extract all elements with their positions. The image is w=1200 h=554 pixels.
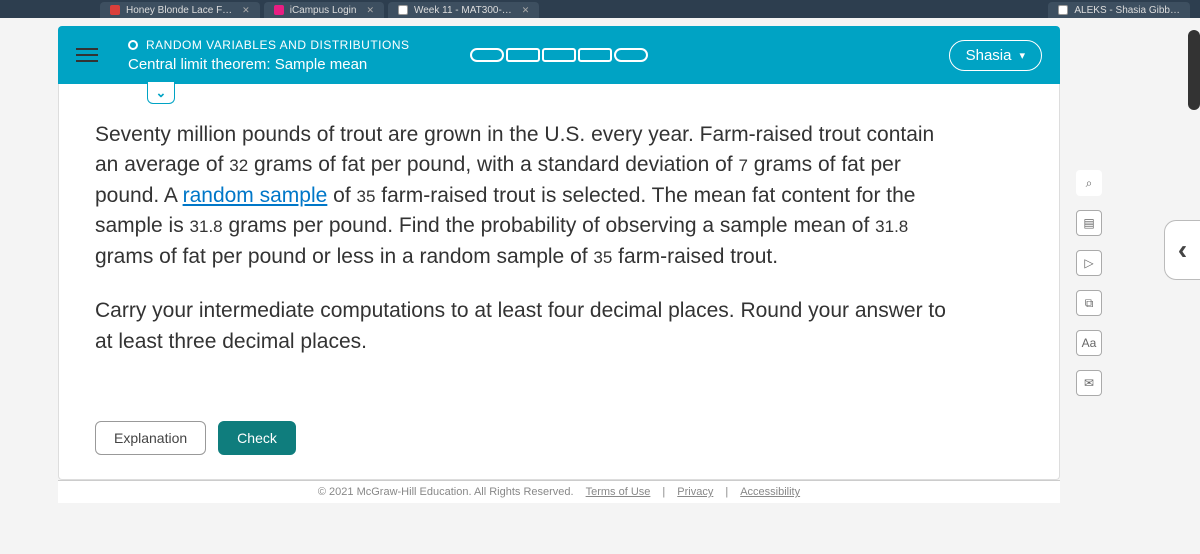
glossary-link[interactable]: random sample [183, 184, 328, 207]
collapse-panel-icon[interactable]: ‹ [1164, 220, 1200, 280]
user-name: Shasia [966, 47, 1012, 64]
value-xbar2: 31.8 [875, 217, 908, 236]
terms-link[interactable]: Terms of Use [586, 486, 651, 498]
menu-icon[interactable] [76, 48, 98, 62]
explanation-button[interactable]: Explanation [95, 421, 206, 455]
value-xbar: 31.8 [190, 217, 223, 236]
circle-icon [128, 40, 138, 50]
browser-tab[interactable]: iCampus Login ✕ [264, 2, 384, 18]
user-menu[interactable]: Shasia ▾ [949, 40, 1042, 71]
value-n: 35 [357, 187, 376, 206]
scrollbar[interactable] [1188, 30, 1200, 110]
tab-label: iCampus Login [290, 5, 357, 16]
copyright: © 2021 McGraw-Hill Education. All Rights… [318, 486, 574, 498]
progress-seg [578, 48, 612, 62]
favicon [274, 5, 284, 15]
play-icon[interactable]: ▷ [1076, 250, 1102, 276]
question-panel: ⌄ Seventy million pounds of trout are gr… [58, 84, 1060, 480]
close-icon[interactable]: ✕ [522, 5, 530, 16]
app-frame: RANDOM VARIABLES AND DISTRIBUTIONS Centr… [58, 26, 1060, 503]
mail-icon[interactable]: ✉ [1076, 370, 1102, 396]
category-row: RANDOM VARIABLES AND DISTRIBUTIONS [128, 38, 410, 52]
text-size-icon[interactable]: Aa [1076, 330, 1102, 356]
topic-title: Central limit theorem: Sample mean [128, 56, 410, 73]
browser-tab[interactable]: Week 11 - MAT300-… ✕ [388, 2, 539, 18]
progress-seg [614, 48, 648, 62]
footer: © 2021 McGraw-Hill Education. All Rights… [58, 480, 1060, 503]
browser-tab-strip: Honey Blonde Lace F… ✕ iCampus Login ✕ W… [0, 0, 1200, 18]
expand-toggle[interactable]: ⌄ [147, 82, 175, 104]
side-toolbar: ⌕ ▤ ▷ ⧉ Aa ✉ [1076, 170, 1102, 396]
tab-label: Week 11 - MAT300-… [414, 5, 512, 16]
browser-tab[interactable]: Honey Blonde Lace F… ✕ [100, 2, 260, 18]
progress-indicator [470, 48, 648, 62]
progress-seg [542, 48, 576, 62]
topic-block: RANDOM VARIABLES AND DISTRIBUTIONS Centr… [128, 38, 410, 73]
chevron-down-icon: ▾ [1019, 49, 1025, 62]
action-row: Explanation Check [95, 421, 1023, 455]
category-label: RANDOM VARIABLES AND DISTRIBUTIONS [146, 38, 410, 52]
privacy-link[interactable]: Privacy [677, 486, 713, 498]
progress-seg [470, 48, 504, 62]
tab-label: Honey Blonde Lace F… [126, 5, 232, 16]
check-button[interactable]: Check [218, 421, 296, 455]
progress-seg [506, 48, 540, 62]
value-n2: 35 [593, 248, 612, 267]
close-icon[interactable]: ✕ [242, 5, 250, 16]
favicon [398, 5, 408, 15]
search-icon[interactable]: ⌕ [1076, 170, 1102, 196]
close-icon[interactable]: ✕ [366, 5, 374, 16]
value-mean: 32 [229, 156, 248, 175]
favicon [1058, 5, 1068, 15]
value-sd: 7 [738, 156, 747, 175]
favicon [110, 5, 120, 15]
instruction-text: Carry your intermediate computations to … [95, 296, 1023, 357]
topic-header: RANDOM VARIABLES AND DISTRIBUTIONS Centr… [58, 26, 1060, 84]
question-text: Seventy million pounds of trout are grow… [95, 120, 1023, 272]
reference-icon[interactable]: ⧉ [1076, 290, 1102, 316]
accessibility-link[interactable]: Accessibility [740, 486, 800, 498]
calculator-icon[interactable]: ▤ [1076, 210, 1102, 236]
tab-label: ALEKS - Shasia Gibb… [1074, 5, 1180, 16]
browser-tab[interactable]: ALEKS - Shasia Gibb… [1048, 2, 1190, 18]
